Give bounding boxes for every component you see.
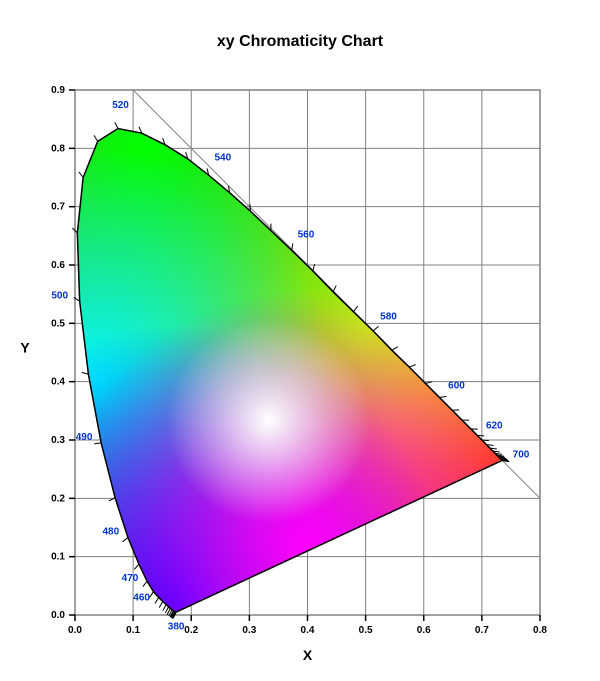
wavelength-label: 480 (102, 527, 119, 538)
x-tick-label: 0.7 (475, 625, 489, 636)
y-tick-label: 0.0 (51, 610, 65, 621)
y-tick-label: 0.3 (51, 435, 65, 446)
chart-title: xy Chromaticity Chart (217, 33, 384, 50)
y-tick-label: 0.1 (51, 552, 65, 563)
wavelength-label: 490 (76, 432, 93, 443)
wavelength-label: 500 (51, 290, 68, 301)
y-tick-label: 0.4 (51, 377, 65, 388)
x-tick-label: 0.3 (242, 625, 256, 636)
wavelength-label: 580 (380, 311, 397, 322)
wavelength-label: 460 (133, 592, 150, 603)
chart-svg: xy Chromaticity Chart 0.0 0.1 0.2 0.3 0.4 0.5 0… (0, 0, 600, 681)
x-tick-label: 0.6 (417, 625, 431, 636)
y-tick-label: 0.8 (51, 143, 65, 154)
x-tick-label: 0.0 (68, 625, 82, 636)
x-tick-label: 0.4 (301, 625, 315, 636)
wavelength-tick (250, 204, 251, 211)
y-tick-label: 0.6 (51, 260, 65, 271)
chromaticity-chart: xy Chromaticity Chart 0.0 0.1 0.2 0.3 0.4 0.5 0… (0, 0, 600, 681)
x-tick-label: 0.2 (184, 625, 198, 636)
y-tick-label: 0.2 (51, 493, 65, 504)
wavelength-label: 560 (298, 230, 315, 241)
x-tick-label: 0.8 (533, 625, 547, 636)
wavelength-label: 380 (168, 622, 185, 633)
wavelength-label: 700 (513, 450, 530, 461)
x-tick-label: 0.1 (126, 625, 140, 636)
wavelength-label: 470 (122, 573, 139, 584)
wavelength-tick (482, 440, 489, 441)
x-tick-label: 0.5 (359, 625, 373, 636)
wavelength-label: 520 (112, 100, 129, 111)
y-axis-label: Y (20, 340, 30, 356)
wavelength-label: 600 (448, 381, 465, 392)
wavelength-label: 540 (215, 153, 232, 164)
x-axis-label: X (303, 647, 313, 663)
y-tick-label: 0.9 (51, 85, 65, 96)
wavelength-label: 620 (486, 420, 503, 431)
y-tick-label: 0.7 (51, 202, 65, 213)
y-tick-label: 0.5 (51, 318, 65, 329)
